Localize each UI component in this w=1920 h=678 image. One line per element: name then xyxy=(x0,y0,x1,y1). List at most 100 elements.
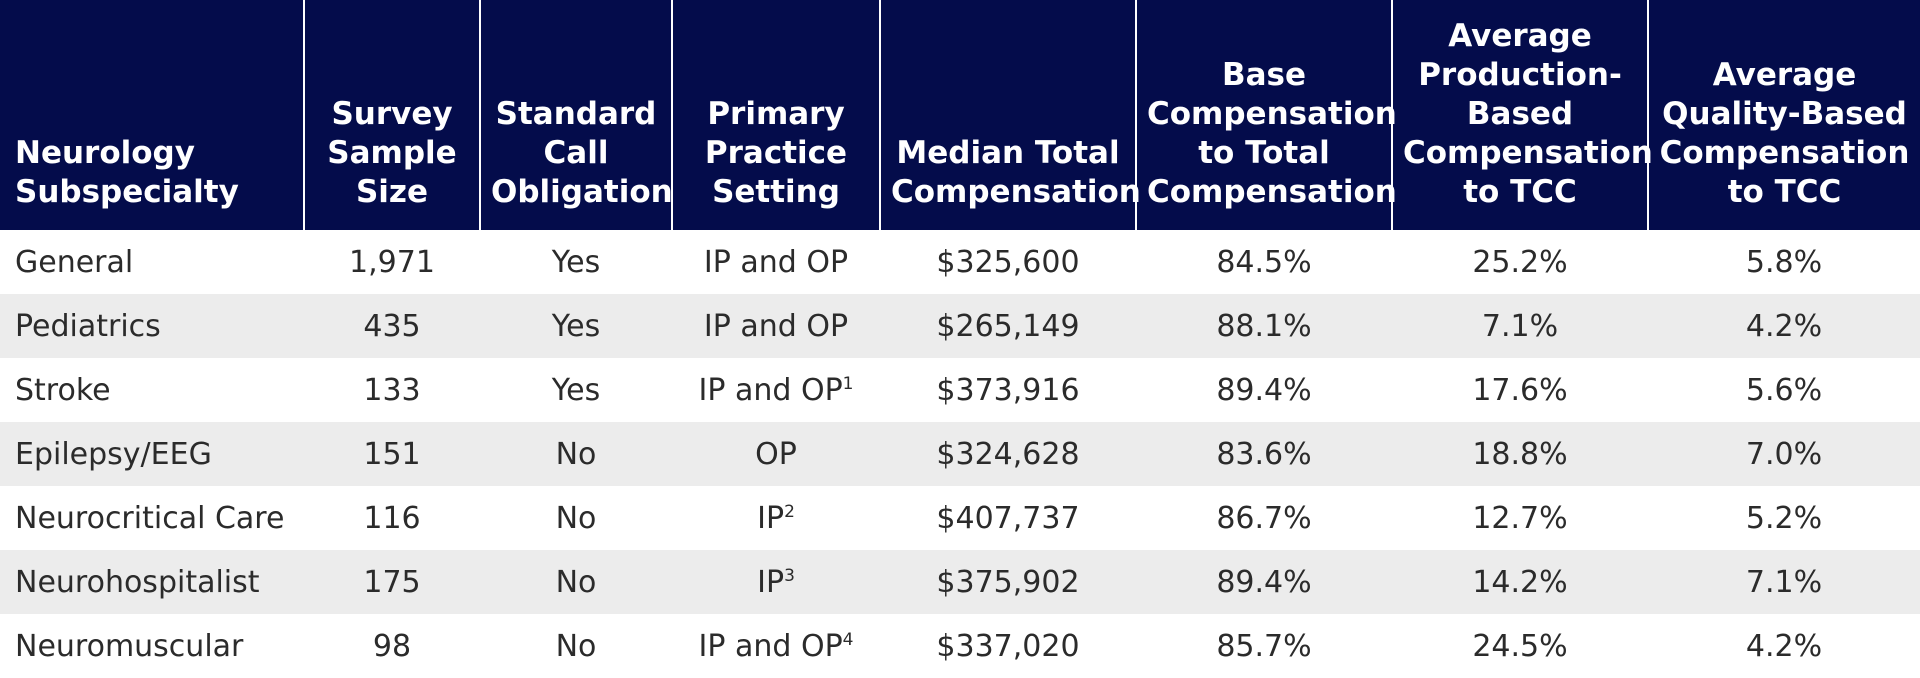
cell-call-obligation: Yes xyxy=(480,358,672,422)
cell-subspecialty-text: Neurocritical Care xyxy=(15,500,285,536)
column-header-production-ratio: Average Production-Based Compensation to… xyxy=(1392,0,1653,230)
cell-base-ratio-text: 83.6% xyxy=(1216,436,1312,472)
column-header-median-tcc: Median Total Compensation xyxy=(880,0,1141,230)
cell-subspecialty-text: Neurohospitalist xyxy=(15,564,260,600)
column-header-subspecialty: Neurology Subspecialty xyxy=(0,0,305,230)
cell-call-obligation: No xyxy=(480,550,672,614)
cell-quality-ratio-text: 7.1% xyxy=(1745,564,1823,600)
footnote-marker: 2 xyxy=(784,501,795,522)
column-header-base-ratio: Base Compensation to Total Compensation xyxy=(1136,0,1397,230)
cell-sample-size-text: 116 xyxy=(363,500,421,536)
cell-production-ratio: 24.5% xyxy=(1392,614,1648,678)
cell-practice-setting-text: IP xyxy=(757,564,785,600)
cell-subspecialty-text: Stroke xyxy=(15,372,111,408)
cell-quality-ratio-text: 4.2% xyxy=(1745,628,1823,664)
cell-production-ratio-text: 24.5% xyxy=(1472,628,1568,664)
cell-median-tcc-text: $337,020 xyxy=(936,628,1080,664)
cell-quality-ratio-text: 5.2% xyxy=(1745,500,1823,536)
cell-subspecialty: Pediatrics xyxy=(0,294,304,358)
cell-subspecialty-text: General xyxy=(15,244,134,280)
cell-median-tcc: $375,902 xyxy=(880,550,1136,614)
cell-quality-ratio: 7.0% xyxy=(1648,422,1920,486)
cell-quality-ratio: 4.2% xyxy=(1648,294,1920,358)
cell-sample-size-text: 175 xyxy=(363,564,421,600)
cell-practice-setting: IP2 xyxy=(672,486,880,550)
footnote-marker: 3 xyxy=(784,565,795,586)
cell-median-tcc: $265,149 xyxy=(880,294,1136,358)
cell-sample-size-text: 151 xyxy=(363,436,421,472)
cell-quality-ratio: 5.6% xyxy=(1648,358,1920,422)
cell-base-ratio-text: 88.1% xyxy=(1216,308,1312,344)
cell-sample-size: 116 xyxy=(304,486,480,550)
cell-practice-setting-text: IP xyxy=(757,500,785,536)
cell-production-ratio: 17.6% xyxy=(1392,358,1648,422)
cell-production-ratio-text: 14.2% xyxy=(1472,564,1568,600)
cell-quality-ratio-text: 5.6% xyxy=(1745,372,1823,408)
cell-production-ratio: 18.8% xyxy=(1392,422,1648,486)
cell-production-ratio: 12.7% xyxy=(1392,486,1648,550)
footnote-marker: 4 xyxy=(842,629,854,650)
cell-call-obligation-text: No xyxy=(555,436,597,472)
cell-base-ratio: 83.6% xyxy=(1136,422,1392,486)
table-row: Neurohospitalist 175 No IP3 $375,902 89.4% 14.… xyxy=(0,550,1920,614)
cell-practice-setting-text: IP and OP xyxy=(703,308,849,344)
cell-practice-setting: IP and OP1 xyxy=(672,358,880,422)
cell-subspecialty: Epilepsy/EEG xyxy=(0,422,304,486)
table-row: Stroke 133 Yes IP and OP1 $373,916 89.4% 17.6%… xyxy=(0,358,1920,422)
header-row: Neurology Subspecialty Survey Sample Siz… xyxy=(0,0,1920,230)
column-header-sample-size: Survey Sample Size xyxy=(304,0,481,230)
cell-call-obligation: Yes xyxy=(480,294,672,358)
cell-sample-size-text: 98 xyxy=(372,628,412,664)
cell-base-ratio-text: 84.5% xyxy=(1216,244,1312,280)
cell-call-obligation-text: Yes xyxy=(551,244,601,280)
cell-quality-ratio: 7.1% xyxy=(1648,550,1920,614)
cell-subspecialty: Neurohospitalist xyxy=(0,550,304,614)
cell-base-ratio: 86.7% xyxy=(1136,486,1392,550)
cell-subspecialty-text: Neuromuscular xyxy=(15,628,244,664)
table-body: General 1,971 Yes IP and OP $325,600 84.5% 25.… xyxy=(0,230,1920,678)
cell-practice-setting-text: OP xyxy=(755,436,797,472)
cell-practice-setting: IP and OP xyxy=(672,294,880,358)
cell-median-tcc-text: $324,628 xyxy=(936,436,1080,472)
cell-subspecialty: Stroke xyxy=(0,358,304,422)
cell-base-ratio-text: 89.4% xyxy=(1216,372,1312,408)
cell-practice-setting: IP and OP xyxy=(672,230,880,294)
footnote-marker: 1 xyxy=(842,373,854,394)
cell-quality-ratio: 4.2% xyxy=(1648,614,1920,678)
cell-call-obligation: Yes xyxy=(480,230,672,294)
cell-practice-setting: OP xyxy=(672,422,880,486)
cell-base-ratio: 84.5% xyxy=(1136,230,1392,294)
cell-quality-ratio: 5.8% xyxy=(1648,230,1920,294)
cell-call-obligation-text: No xyxy=(555,564,597,600)
cell-base-ratio: 88.1% xyxy=(1136,294,1392,358)
cell-median-tcc-text: $265,149 xyxy=(936,308,1080,344)
cell-median-tcc: $324,628 xyxy=(880,422,1136,486)
cell-sample-size: 133 xyxy=(304,358,480,422)
cell-base-ratio-text: 86.7% xyxy=(1216,500,1312,536)
cell-sample-size: 98 xyxy=(304,614,480,678)
cell-production-ratio-text: 7.1% xyxy=(1481,308,1559,344)
cell-call-obligation-text: No xyxy=(555,500,597,536)
cell-median-tcc: $407,737 xyxy=(880,486,1136,550)
table-row: General 1,971 Yes IP and OP $325,600 84.5% 25.… xyxy=(0,230,1920,294)
cell-production-ratio: 25.2% xyxy=(1392,230,1648,294)
cell-production-ratio-text: 12.7% xyxy=(1472,500,1568,536)
table-row: Pediatrics 435 Yes IP and OP $265,149 88.1% 7.… xyxy=(0,294,1920,358)
cell-production-ratio: 7.1% xyxy=(1392,294,1648,358)
cell-sample-size: 175 xyxy=(304,550,480,614)
column-header-practice-setting: Primary Practice Setting xyxy=(672,0,881,230)
cell-production-ratio-text: 25.2% xyxy=(1472,244,1568,280)
cell-median-tcc: $325,600 xyxy=(880,230,1136,294)
cell-practice-setting-text: IP and OP xyxy=(703,244,849,280)
cell-subspecialty: Neuromuscular xyxy=(0,614,304,678)
column-header-quality-ratio: Average Quality-Based Compensation to TC… xyxy=(1648,0,1920,230)
cell-base-ratio: 89.4% xyxy=(1136,358,1392,422)
cell-practice-setting-text: IP and OP xyxy=(698,372,843,408)
cell-sample-size-text: 1,971 xyxy=(349,244,435,280)
cell-subspecialty: General xyxy=(0,230,304,294)
cell-median-tcc-text: $375,902 xyxy=(936,564,1080,600)
table-row: Epilepsy/EEG 151 No OP $324,628 83.6% 18.8% 7.0… xyxy=(0,422,1920,486)
cell-median-tcc-text: $407,737 xyxy=(936,500,1080,536)
cell-practice-setting: IP3 xyxy=(672,550,880,614)
cell-call-obligation-text: Yes xyxy=(551,372,601,408)
